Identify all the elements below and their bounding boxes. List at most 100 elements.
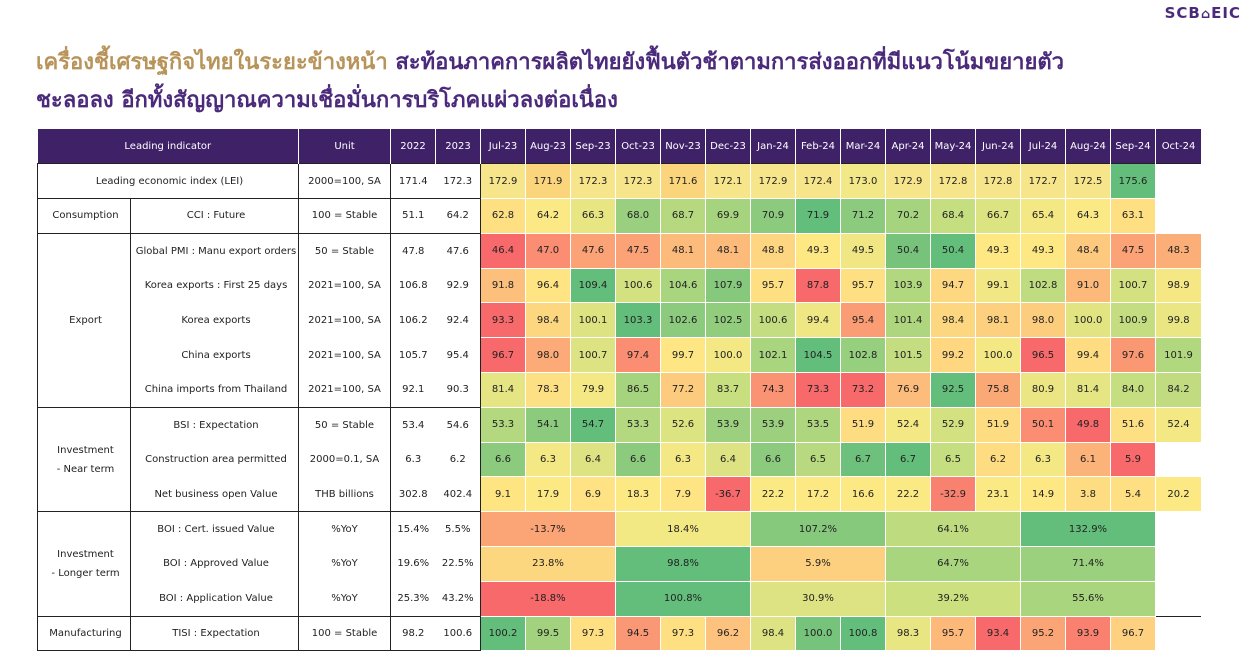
value-cell: 47.6: [570, 232, 616, 269]
value-cell: 102.5: [705, 302, 751, 339]
table-row: BOI : Approved Value %YoY 19.6% 22.5% 23…: [38, 546, 1202, 582]
table-row: Investment - Near term BSI : Expectation…: [37, 406, 1202, 512]
unit-cell: 2021=100, SA: [298, 268, 391, 303]
header-period: Sep-24: [1110, 129, 1156, 164]
quarter-value-cell: 18.4%: [615, 511, 751, 548]
value-cell: 6.3: [525, 442, 571, 478]
indicator-name: BOI : Application Value: [159, 593, 273, 604]
value-cell: 48.4: [1065, 232, 1111, 269]
indicator-name: Net business open Value: [154, 488, 278, 500]
value-cell: 14.9: [1020, 476, 1066, 513]
value-cell: 17.2: [795, 476, 841, 513]
value-cell: 98.0: [1020, 302, 1066, 339]
table-row: Consumption CCI : Future 100 = Stable 51…: [37, 198, 1202, 234]
value-cell: 48.1: [660, 232, 706, 269]
value-cell: 172.8: [975, 163, 1021, 200]
year-2023-cell: 100.6: [435, 615, 481, 652]
empty-cell: [1155, 546, 1202, 582]
value-cell: 50.4: [930, 232, 976, 269]
value-cell: 91.8: [480, 268, 526, 304]
value-cell: 51.9: [840, 406, 886, 443]
value-cell: 92.5: [930, 372, 976, 408]
value-cell: 50.1: [1020, 406, 1066, 443]
year-2022-cell: 51.1: [390, 198, 436, 234]
quarter-value-cell: 30.9%: [750, 581, 886, 617]
value-cell: 83.7: [705, 372, 751, 408]
quarter-value-cell: 71.4%: [1020, 546, 1156, 582]
value-cell: 95.4: [840, 302, 886, 339]
value-cell: 171.9: [525, 163, 571, 200]
value-cell: 98.0: [525, 337, 571, 374]
year-2023-cell: 64.2: [435, 198, 481, 234]
value-cell: 47.0: [525, 232, 571, 269]
value-cell: 16.6: [840, 476, 886, 513]
value-cell: 100.2: [480, 615, 526, 652]
value-cell: 53.9: [705, 406, 751, 443]
page-title: เครื่องชี้เศรษฐกิจไทยในระยะข้างหน้า สะท้…: [36, 44, 1226, 120]
value-cell: 6.4: [705, 442, 751, 478]
header-period: Jun-24: [975, 129, 1021, 164]
year-2023-cell: 5.5%: [435, 511, 481, 547]
indicator-name: TISI : Expectation: [130, 615, 299, 652]
value-cell: 51.6: [1110, 406, 1156, 443]
table-row: Leading economic index (LEI) 2000=100, S…: [37, 163, 1202, 200]
value-cell: 96.7: [480, 337, 526, 374]
year-2022-cell: 15.4%: [390, 511, 436, 547]
unit-cell: %YoY: [298, 546, 391, 582]
unit-cell: THB billions: [298, 476, 391, 512]
value-cell: 70.9: [750, 198, 796, 234]
value-cell: 20.2: [1155, 476, 1202, 513]
value-cell: 100.1: [570, 302, 616, 339]
value-cell: 101.4: [885, 302, 931, 339]
value-cell: 100.0: [975, 337, 1021, 374]
indicator-name: BOI : Cert. issued Value: [130, 511, 299, 547]
year-2023-cell: 95.4: [435, 337, 481, 373]
value-cell: 98.3: [885, 615, 931, 652]
year-2022-cell: 171.4: [390, 163, 436, 199]
value-cell: [1155, 163, 1202, 200]
value-cell: 64.3: [1065, 198, 1111, 234]
value-cell: 48.1: [705, 232, 751, 269]
header-period: Oct-24: [1155, 129, 1202, 164]
value-cell: 74.3: [750, 372, 796, 408]
value-cell: 95.7: [930, 615, 976, 652]
table-row: Manufacturing TISI : Expectation 100 = S…: [37, 615, 1202, 652]
year-2022-cell: 19.6%: [397, 558, 430, 570]
value-cell: 100.0: [1065, 302, 1111, 339]
year-2022-cell: 98.2: [390, 615, 436, 652]
value-cell: 6.6: [615, 442, 661, 478]
value-cell: 6.6: [750, 442, 796, 478]
header-indicator: Leading indicator: [37, 129, 299, 164]
value-cell: 172.9: [480, 163, 526, 200]
value-cell: 172.9: [750, 163, 796, 200]
header-period: Feb-24: [795, 129, 841, 164]
unit-cell: %YoY: [298, 511, 391, 547]
table-row: China exports 2021=100, SA 105.7 95.4 96…: [38, 337, 1202, 374]
value-cell: 100.0: [795, 615, 841, 652]
value-cell: 22.2: [750, 476, 796, 513]
quarter-value-cell: 5.9%: [750, 546, 886, 582]
value-cell: 98.4: [750, 615, 796, 652]
value-cell: 66.7: [975, 198, 1021, 234]
unit-cell: 100 = Stable: [298, 615, 391, 652]
value-cell: 52.4: [1155, 406, 1202, 443]
value-cell: 94.5: [615, 615, 661, 652]
value-cell: 97.3: [570, 615, 616, 652]
unit-cell: 50 = Stable: [298, 406, 391, 443]
value-cell: 54.7: [570, 406, 616, 443]
indicator-name: China imports from Thailand: [144, 384, 288, 396]
value-cell: 99.8: [1155, 302, 1202, 339]
value-cell: 93.9: [1065, 615, 1111, 652]
group-label-line2: - Near term: [56, 463, 115, 475]
value-cell: 103.3: [615, 302, 661, 339]
header-period: Apr-24: [885, 129, 931, 164]
group-label-consumption: Consumption: [37, 198, 131, 234]
value-cell: 172.9: [885, 163, 931, 200]
value-cell: 99.4: [795, 302, 841, 339]
value-cell: 100.8: [840, 615, 886, 652]
group-label-line2: - Longer term: [51, 567, 120, 579]
leading-indicator-table: Leading indicator Unit 2022 2023 Jul-23 …: [37, 129, 1202, 652]
value-cell: 98.4: [930, 302, 976, 339]
value-cell: 78.3: [525, 372, 571, 408]
value-cell: 69.9: [705, 198, 751, 234]
